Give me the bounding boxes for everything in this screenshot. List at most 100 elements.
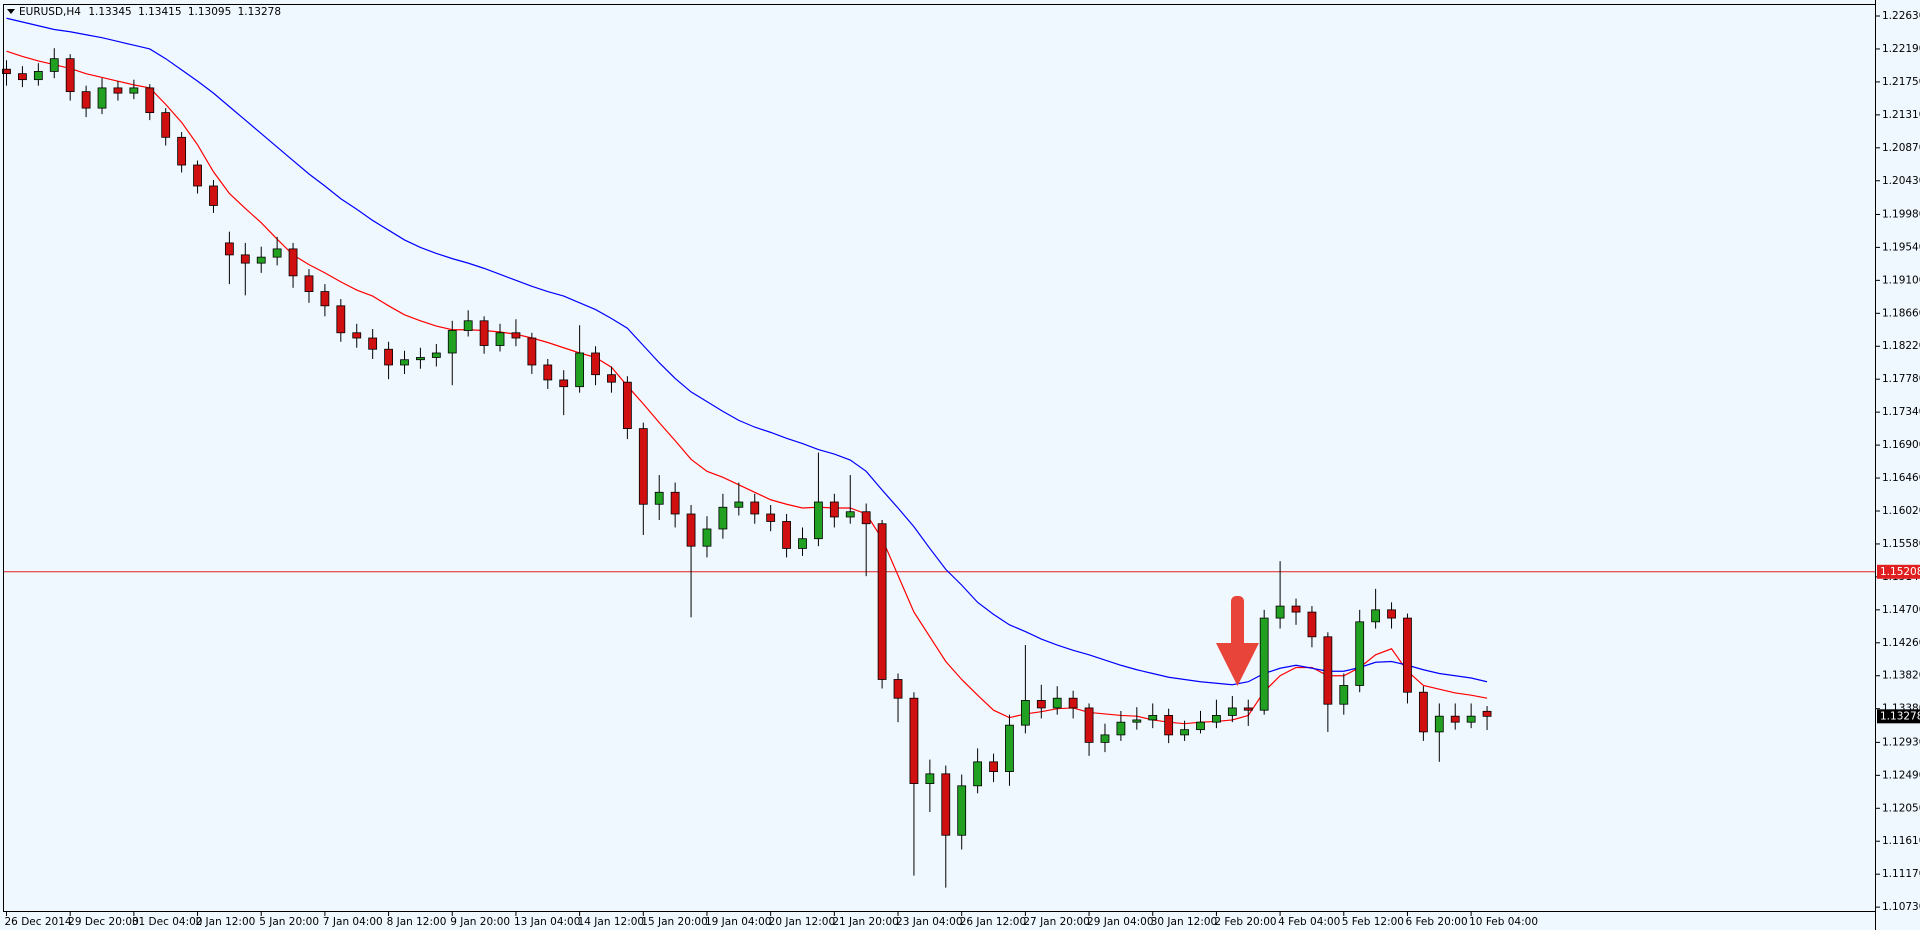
candle-body <box>145 87 155 114</box>
candle-body <box>575 352 585 388</box>
candle-body <box>368 337 378 350</box>
candle-body <box>543 364 553 381</box>
candle-body <box>416 357 425 361</box>
candle-body <box>591 352 600 376</box>
x-tick-label: 15 Jan 20:00 <box>641 916 707 928</box>
candle-body <box>511 332 521 339</box>
candle-body <box>431 352 441 358</box>
candle-body <box>845 511 855 518</box>
candle-body <box>1036 700 1046 709</box>
x-tick-label: 2 Jan 12:00 <box>196 916 256 928</box>
candle-body <box>1323 636 1333 705</box>
candle-body <box>957 785 967 836</box>
candle-body <box>670 491 680 515</box>
candle-body <box>65 58 75 93</box>
header: EURUSD,H4 1.13345 1.13415 1.13095 1.1327… <box>19 6 281 18</box>
candle-body <box>49 58 59 72</box>
candle-body <box>177 136 187 166</box>
candle-body <box>400 359 409 366</box>
candle-body <box>1212 715 1221 723</box>
candle-body <box>909 697 919 784</box>
x-tick-label: 13 Jan 04:00 <box>514 916 580 928</box>
candle-body <box>18 73 27 81</box>
y-tick-label: 1.18220 <box>1882 340 1920 352</box>
y-tick-label: 1.11610 <box>1882 835 1920 847</box>
candle-body <box>304 275 314 292</box>
x-tick-label: 26 Dec 2014 <box>5 916 72 928</box>
y-tick-label: 1.12050 <box>1882 802 1920 814</box>
x-tick-label: 7 Jan 04:00 <box>323 916 383 928</box>
candle-body <box>1084 707 1094 743</box>
candle-body <box>320 291 330 307</box>
candle-body <box>1339 685 1349 705</box>
candle-body <box>1196 721 1205 731</box>
candle-body <box>1020 700 1030 726</box>
x-tick-label: 29 Jan 04:00 <box>1087 916 1153 928</box>
x-tick-label: 5 Jan 20:00 <box>259 916 319 928</box>
candle-body <box>925 773 935 784</box>
y-tick-label: 1.19540 <box>1882 241 1920 253</box>
x-tick-label: 23 Jan 04:00 <box>896 916 962 928</box>
candle-body <box>463 320 473 331</box>
candle-body <box>1482 710 1492 717</box>
x-tick-label: 5 Feb 12:00 <box>1342 916 1404 928</box>
moving-average-line <box>6 50 1488 725</box>
candle-body <box>209 185 218 206</box>
y-tick-label: 1.16020 <box>1882 505 1920 517</box>
candle-body <box>272 248 282 258</box>
x-tick-label: 20 Jan 12:00 <box>769 916 835 928</box>
y-tick-label: 1.14700 <box>1882 604 1920 616</box>
candle-body <box>1291 605 1301 613</box>
candle-body <box>1307 611 1317 638</box>
y-tick-label: 1.22190 <box>1882 43 1920 55</box>
y-tick-label: 1.16460 <box>1882 472 1920 484</box>
candle-body <box>240 254 250 264</box>
candle-body <box>527 337 537 366</box>
y-tick-label: 1.20430 <box>1882 175 1920 187</box>
x-tick-label: 9 Jan 20:00 <box>450 916 510 928</box>
y-tick-label: 1.17340 <box>1882 406 1920 418</box>
candle-body <box>702 528 712 547</box>
candle-body <box>718 506 728 530</box>
x-tick-label: 30 Jan 12:00 <box>1151 916 1217 928</box>
candle-body <box>1148 715 1158 721</box>
candle-body <box>766 513 776 522</box>
candle-body <box>829 501 839 518</box>
header-low: 1.13095 <box>188 6 231 18</box>
symbol: EURUSD,H4 <box>19 6 81 18</box>
candle-body <box>224 242 234 256</box>
candle-body <box>750 501 760 515</box>
candle-body <box>607 374 616 383</box>
y-tick-label: 1.10730 <box>1882 901 1920 913</box>
candle-body <box>336 305 346 334</box>
y-tick-label: 1.22630 <box>1882 10 1920 22</box>
y-tick-label: 1.14260 <box>1882 637 1920 649</box>
candle-body <box>782 521 791 549</box>
moving-average-line <box>6 17 1488 686</box>
y-tick-label: 1.13820 <box>1882 670 1920 682</box>
candle-body <box>734 501 744 508</box>
y-tick-label: 1.21310 <box>1882 109 1920 121</box>
candle-body <box>638 428 648 505</box>
arrow-annotation <box>1216 596 1259 686</box>
candle-body <box>1164 715 1174 736</box>
candle-body <box>193 164 202 187</box>
candle-body <box>288 248 298 277</box>
candle-body <box>877 523 887 680</box>
y-tick-label: 1.12490 <box>1882 769 1920 781</box>
header-high: 1.13415 <box>138 6 181 18</box>
candle-body <box>893 679 903 699</box>
candle-body <box>1418 691 1428 733</box>
y-tick-label: 1.19100 <box>1882 274 1920 286</box>
candle-body <box>1005 724 1014 772</box>
candle-body <box>33 71 43 81</box>
candle-body <box>495 332 505 346</box>
y-tick-label: 1.17780 <box>1882 373 1920 385</box>
chart-header: EURUSD,H4 1.13345 1.13415 1.13095 1.1327… <box>7 6 281 18</box>
y-tick-label: 1.15580 <box>1882 538 1920 550</box>
level-price-label-box <box>1877 564 1920 579</box>
x-tick-label: 8 Jan 12:00 <box>387 916 447 928</box>
candle-body <box>1052 697 1062 709</box>
